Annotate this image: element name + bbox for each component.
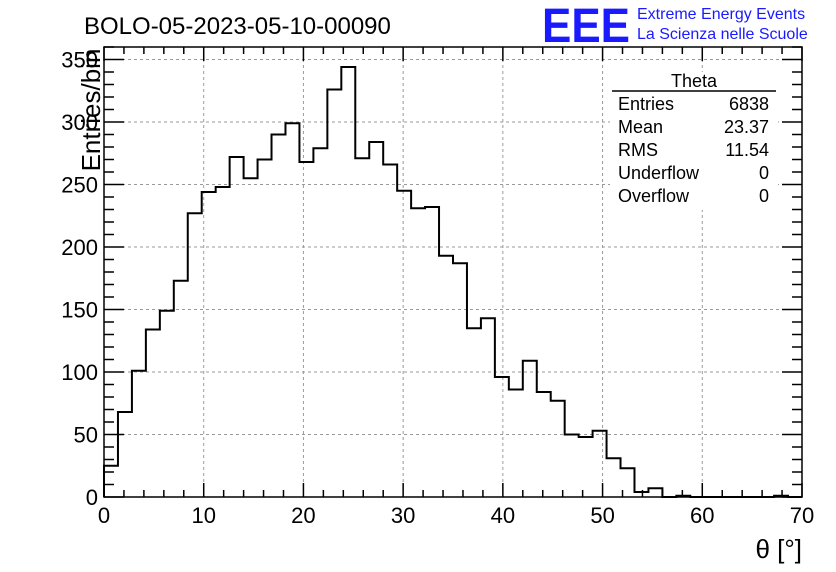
y-tick-label: 250: [61, 173, 98, 198]
eee-logo: EEE Extreme Energy Events La Scienza nel…: [542, 0, 808, 53]
histogram-bin: [230, 157, 244, 497]
histogram-bin: [146, 330, 160, 498]
y-tick-label: 300: [61, 110, 98, 135]
histogram-bin: [188, 213, 202, 497]
stats-row-label: Mean: [618, 117, 663, 137]
histogram-bin: [523, 361, 537, 497]
y-axis-label: Entries/bin: [76, 49, 106, 172]
stats-row-label: RMS: [618, 140, 658, 160]
y-tick-label: 100: [61, 360, 98, 385]
histogram-bin: [118, 412, 132, 497]
histogram-bin: [411, 208, 425, 497]
histogram-bin: [565, 435, 579, 498]
y-tick-label: 50: [74, 423, 98, 448]
histogram-bin: [648, 488, 662, 497]
eee-logo-line1: Extreme Energy Events: [637, 6, 805, 23]
y-axis-ticks: 0 50 100 150 200 250 300 350: [61, 46, 802, 510]
stats-row-value: 23.37: [724, 117, 769, 137]
histogram-bin: [174, 281, 188, 497]
histogram-bin: [579, 437, 593, 497]
histogram-bin: [369, 142, 383, 497]
histogram-bin: [216, 187, 230, 497]
x-tick-label: 30: [391, 503, 415, 528]
stats-row-value: 11.54: [725, 140, 769, 160]
histogram-bin: [285, 123, 299, 497]
run-title: BOLO-05-2023-05-10-00090: [84, 13, 391, 40]
stats-row-value: 0: [759, 163, 769, 183]
histogram-bin: [495, 377, 509, 497]
x-tick-label: 50: [590, 503, 614, 528]
histogram-bin: [467, 328, 481, 497]
histogram-bin: [397, 191, 411, 497]
histogram-bin: [383, 165, 397, 498]
histogram-bin: [244, 178, 258, 497]
histogram-bin: [132, 371, 146, 497]
histogram-bin: [313, 148, 327, 497]
y-tick-label: 0: [86, 485, 98, 510]
histogram-bin: [537, 392, 551, 497]
histogram-bin: [104, 466, 118, 497]
y-tick-label: 150: [61, 298, 98, 323]
histogram-bin: [425, 207, 439, 497]
histogram-bin: [481, 318, 495, 497]
histogram-bin: [327, 90, 341, 498]
eee-logo-mark: EEE: [542, 0, 630, 53]
histogram-bin: [355, 158, 369, 497]
stats-row-value: 0: [759, 186, 769, 206]
histogram-bin: [593, 431, 607, 497]
histogram-outline: [103, 66, 802, 498]
histogram-bin: [551, 401, 565, 497]
histogram-bin: [453, 263, 467, 497]
stats-row-label: Underflow: [618, 163, 700, 183]
histogram-bin: [258, 160, 272, 498]
eee-logo-line2: La Scienza nelle Scuole: [637, 26, 808, 43]
stats-box-title: Theta: [671, 71, 718, 91]
stats-box: Theta Entries 6838 Mean 23.37 RMS 11.54 Underf…: [610, 71, 778, 210]
x-tick-label: 10: [191, 503, 215, 528]
x-axis-label: θ [°]: [755, 534, 802, 564]
x-tick-label: 20: [291, 503, 315, 528]
stats-row-value: 6838: [729, 94, 769, 114]
histogram-bin: [160, 311, 174, 497]
stats-box-background: [610, 72, 778, 210]
y-tick-label: 350: [61, 48, 98, 73]
x-tick-label: 60: [690, 503, 714, 528]
x-tick-label: 0: [98, 503, 110, 528]
stats-row-label: Overflow: [618, 186, 690, 206]
histogram-bin: [607, 458, 621, 497]
stats-row-label: Entries: [618, 94, 674, 114]
x-axis-ticks: 0 10 20 30 40 50 60 70: [98, 47, 814, 528]
histogram-bin: [272, 135, 286, 498]
y-tick-label: 200: [61, 235, 98, 260]
stats-box-rows: Entries 6838 Mean 23.37 RMS 11.54 Underflow 0 Ov…: [618, 94, 769, 206]
x-tick-label: 40: [491, 503, 515, 528]
histogram-bin: [341, 67, 355, 497]
histogram-bin: [299, 162, 313, 497]
histogram-bin: [439, 256, 453, 497]
x-tick-label: 70: [790, 503, 814, 528]
histogram-bin: [509, 390, 523, 498]
